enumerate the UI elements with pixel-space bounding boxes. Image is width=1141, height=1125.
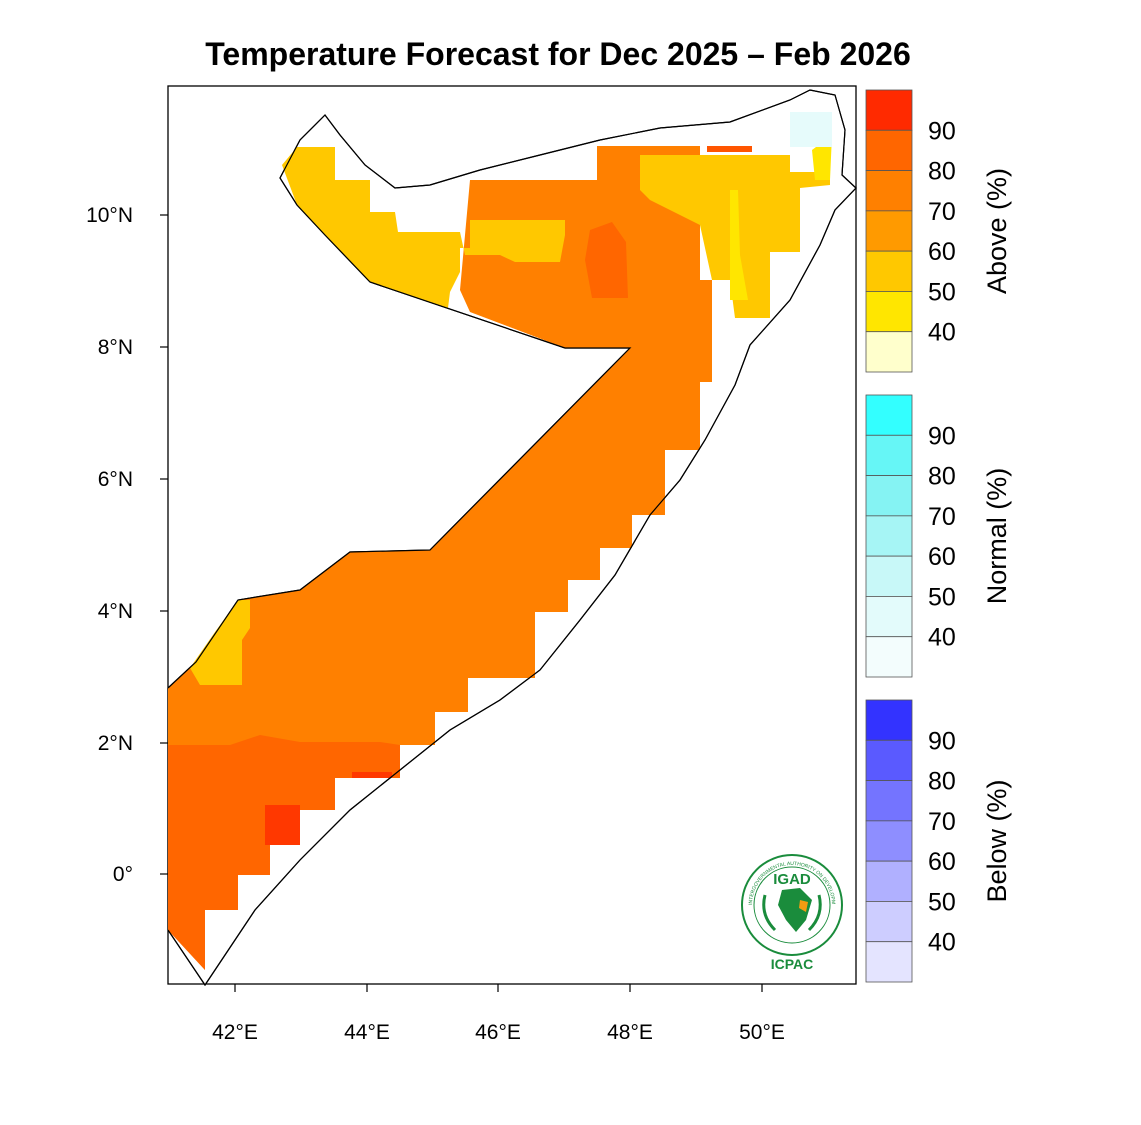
legend-title: Below (%) [982, 779, 1012, 902]
logo-icpac-text: ICPAC [771, 956, 814, 972]
shading-50-60-southwest [190, 600, 250, 685]
x-tick-label: 44°E [344, 1021, 390, 1044]
legend-swatch [865, 475, 913, 517]
legend-swatch [865, 699, 913, 741]
forecast-map [167, 89, 857, 987]
region-icon [799, 900, 808, 912]
legend-label: 80 [928, 463, 956, 491]
shading-90-strip [352, 772, 392, 778]
legend-label: 70 [928, 198, 956, 226]
legends: 90 80 70 60 50 40 Above (%) 90 80 70 60 50 40 Normal … [865, 89, 1012, 983]
legend-label: 50 [928, 888, 956, 916]
legend-swatch [865, 636, 913, 678]
legend-swatch [865, 739, 913, 781]
legend-label: 70 [928, 503, 956, 531]
legend-label: 80 [928, 158, 956, 186]
legend-swatch [865, 515, 913, 557]
legend-label: 70 [928, 808, 956, 836]
legend-label: 90 [928, 727, 956, 755]
legend-label: 60 [928, 238, 956, 266]
logo-igad-text: IGAD [773, 871, 811, 888]
y-tick-label: 2°N [98, 732, 133, 755]
country-border [167, 89, 857, 987]
y-tick-label: 8°N [98, 336, 133, 359]
legend-label: 60 [928, 848, 956, 876]
legend-colorbar [865, 699, 913, 983]
legend-label: 40 [928, 319, 956, 347]
legend-swatch [865, 901, 913, 943]
map-title: Temperature Forecast for Dec 2025 – Feb … [205, 36, 911, 72]
shading-40-50 [730, 190, 748, 300]
x-tick-label: 46°E [475, 1021, 521, 1044]
legend-title: Above (%) [982, 168, 1012, 294]
legend-swatch [865, 860, 913, 902]
legend-label: 40 [928, 929, 956, 957]
x-axis [234, 984, 763, 992]
legend-swatch [865, 291, 913, 333]
y-tick-label: 10°N [86, 204, 133, 227]
shading-80-90-south [168, 735, 400, 970]
legend-title: Normal (%) [982, 468, 1012, 605]
legend-swatch [865, 555, 913, 597]
shading-90 [265, 805, 300, 845]
legend-label: 50 [928, 278, 956, 306]
legend-swatch [865, 941, 913, 983]
legend-swatch [865, 394, 913, 436]
x-tick-label: 48°E [607, 1021, 653, 1044]
shading-50-60-northwest [282, 147, 565, 308]
legend-label: 60 [928, 543, 956, 571]
x-tick-label: 50°E [739, 1021, 785, 1044]
legend-label: 50 [928, 583, 956, 611]
y-tick-label: 6°N [98, 468, 133, 491]
laurel-right-icon [807, 894, 822, 932]
legend-colorbar [865, 89, 913, 373]
legend-swatch [865, 89, 913, 131]
y-tick-label: 0° [113, 863, 133, 886]
x-tick-label: 42°E [212, 1021, 258, 1044]
legend-colorbar [865, 394, 913, 678]
shading-80-90-north [585, 222, 628, 298]
shading-normal-40 [790, 112, 832, 147]
shading-80-90-strip [707, 146, 752, 152]
legend-swatch [865, 596, 913, 638]
legend-label: 90 [928, 117, 956, 145]
legend-swatch [865, 780, 913, 822]
legend-swatch [865, 331, 913, 373]
legend-swatch [865, 250, 913, 292]
legend-swatch [865, 129, 913, 171]
legend-swatch [865, 210, 913, 252]
africa-icon [778, 888, 812, 932]
legend-swatch [865, 820, 913, 862]
legend-swatch [865, 434, 913, 476]
y-tick-label: 4°N [98, 600, 133, 623]
legend-swatch [865, 170, 913, 212]
legend-label: 80 [928, 768, 956, 796]
legend-label: 40 [928, 624, 956, 652]
laurel-left-icon [762, 894, 777, 932]
legend-label: 90 [928, 422, 956, 450]
y-axis [160, 214, 168, 875]
